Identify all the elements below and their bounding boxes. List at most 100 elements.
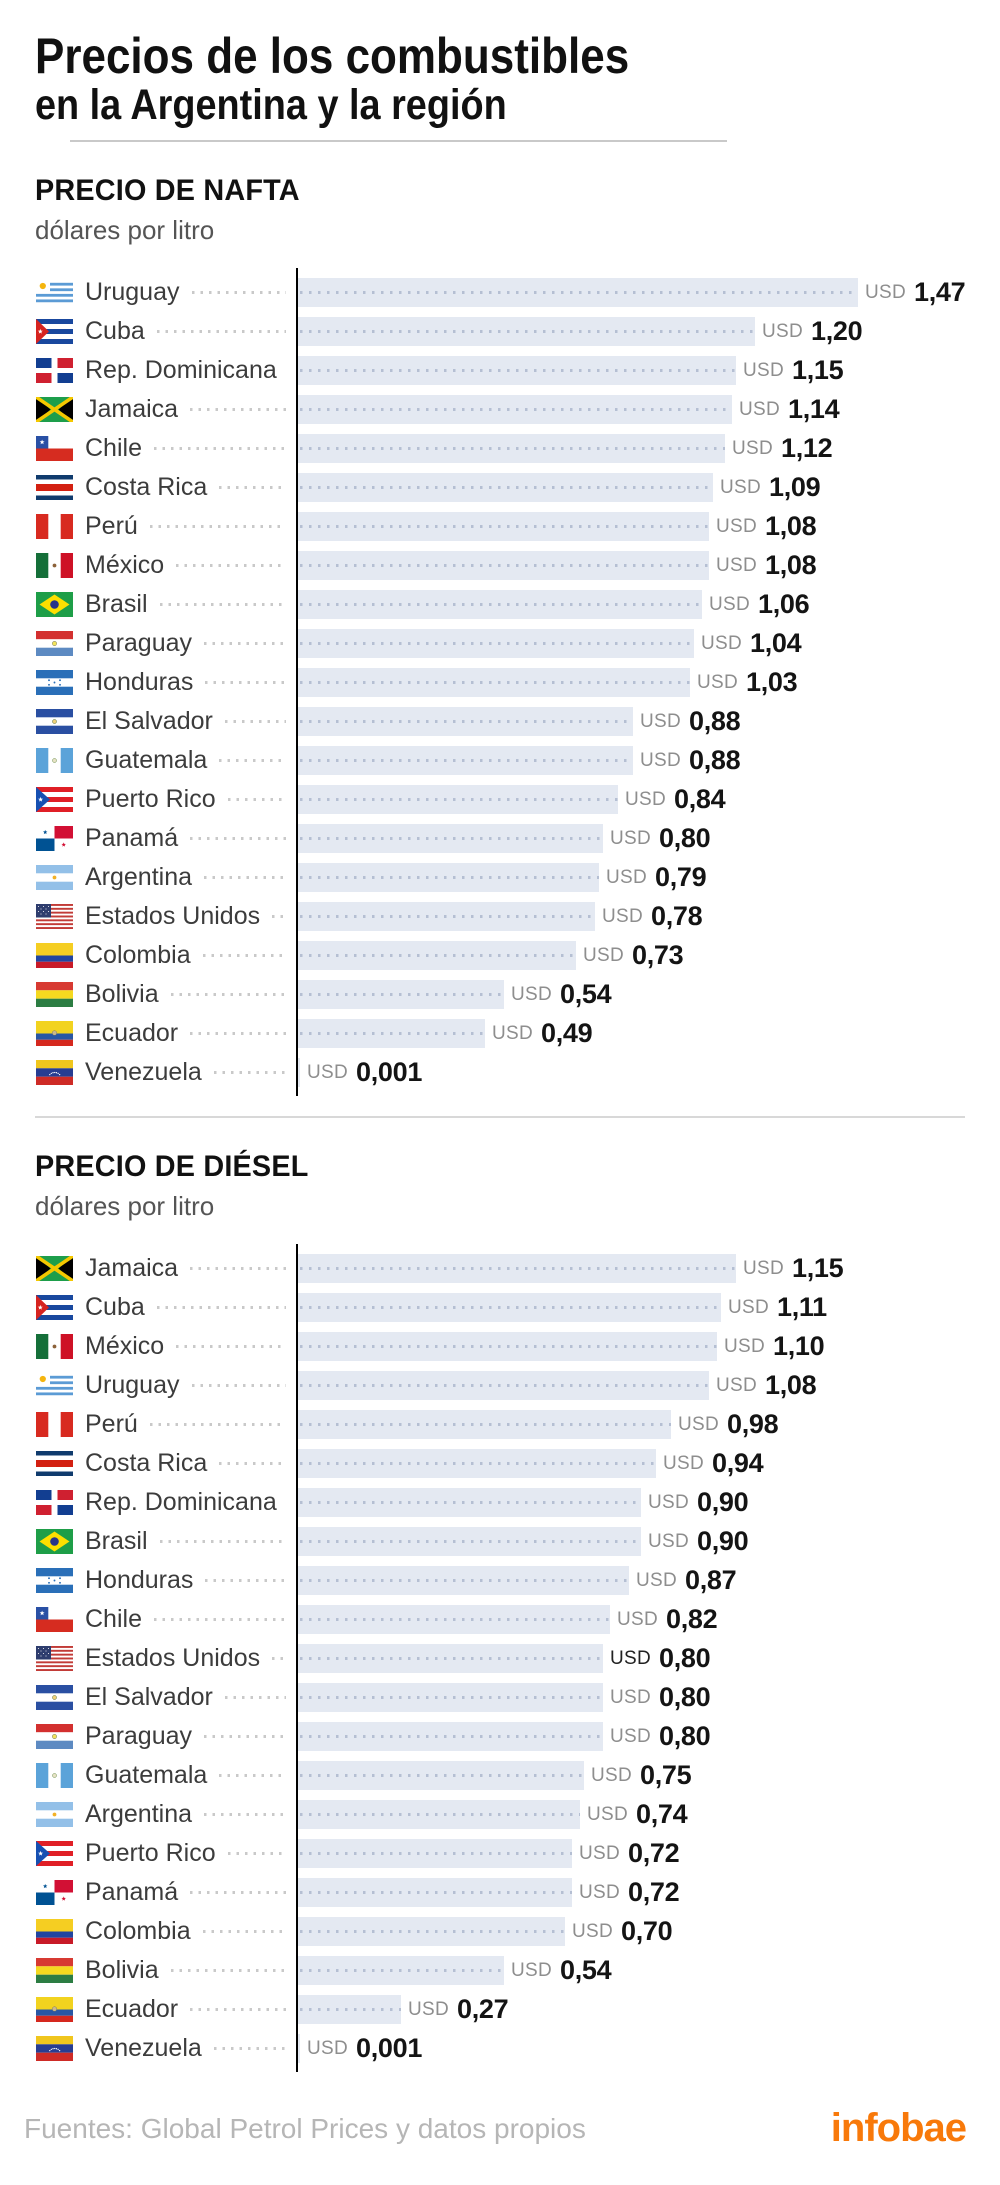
value-label: 1,12 xyxy=(781,433,833,463)
bar-row: Perú USD 1,08 xyxy=(0,507,1000,546)
flag-panama-icon xyxy=(36,1880,73,1905)
flag-dominicana-icon xyxy=(36,358,73,383)
nafta-bars: Uruguay USD 1,47 Cuba USD 1,20 Rep. Dominicana… xyxy=(0,268,1000,1096)
leader-dots xyxy=(219,1451,286,1476)
diesel-axis-line xyxy=(296,1244,298,2072)
value-label: 0,84 xyxy=(674,784,726,814)
flag-guatemala-icon xyxy=(36,748,73,773)
bar-row: Chile USD 0,82 xyxy=(0,1600,1000,1639)
country-label: Uruguay xyxy=(85,1371,180,1399)
flag-honduras-icon xyxy=(36,1568,73,1593)
bar-row: Venezuela USD 0,001 xyxy=(0,1053,1000,1092)
bar-row: Honduras USD 1,03 xyxy=(0,663,1000,702)
currency-label: USD xyxy=(610,1647,652,1669)
currency-label: USD xyxy=(625,788,667,810)
country-label: Venezuela xyxy=(85,2034,202,2062)
value-bar xyxy=(298,1019,485,1048)
currency-label: USD xyxy=(307,2037,349,2059)
leader-dots xyxy=(202,1919,286,1944)
flag-brasil-icon xyxy=(36,592,73,617)
value-label: 0,72 xyxy=(628,1877,680,1907)
bar-row: México USD 1,08 xyxy=(0,546,1000,585)
nafta-chart-subtitle: dólares por litro xyxy=(35,215,215,245)
bar-row: Estados Unidos USD 0,80 xyxy=(0,1639,1000,1678)
value-bar xyxy=(298,1605,610,1634)
header: Precios de los combustibles en la Argenti… xyxy=(0,0,1000,142)
country-label: Estados Unidos xyxy=(85,902,261,930)
country-label: Perú xyxy=(85,1410,138,1438)
flag-mexico-icon xyxy=(36,1334,73,1359)
value-bar xyxy=(298,629,694,658)
bar-row: Costa Rica USD 0,94 xyxy=(0,1444,1000,1483)
bar-row: Jamaica USD 1,15 xyxy=(0,1249,1000,1288)
country-label: Paraguay xyxy=(85,629,193,657)
country-label: El Salvador xyxy=(85,1683,213,1711)
value-label: 1,08 xyxy=(765,511,817,541)
value-label: 0,78 xyxy=(651,901,703,931)
value-label: 0,98 xyxy=(727,1409,779,1439)
value-bar xyxy=(298,824,603,853)
leader-dots xyxy=(213,1060,286,1085)
value-label: 1,06 xyxy=(758,589,810,619)
value-bar xyxy=(298,473,713,502)
country-label: México xyxy=(85,551,165,579)
value-bar xyxy=(298,1878,572,1907)
value-label: 0,001 xyxy=(356,1057,423,1087)
country-label: Chile xyxy=(85,434,142,462)
leader-dots xyxy=(204,1724,286,1749)
country-label: Ecuador xyxy=(85,1995,179,2023)
bar-row: Brasil USD 1,06 xyxy=(0,585,1000,624)
country-label: Costa Rica xyxy=(85,1449,208,1477)
flag-puertorico-icon xyxy=(36,1841,73,1866)
value-label: 0,94 xyxy=(712,1448,764,1478)
flag-argentina-icon xyxy=(36,865,73,890)
flag-mexico-icon xyxy=(36,553,73,578)
value-bar xyxy=(298,980,504,1009)
leader-dots xyxy=(227,1841,286,1866)
leader-dots xyxy=(149,514,286,539)
currency-label: USD xyxy=(663,1452,705,1474)
bar-row: Panamá USD 0,72 xyxy=(0,1873,1000,1912)
leader-dots xyxy=(190,1997,286,2022)
currency-label: USD xyxy=(720,476,762,498)
leader-dots xyxy=(219,1763,286,1788)
value-label: 0,54 xyxy=(560,979,612,1009)
currency-label: USD xyxy=(701,632,743,654)
infobae-logo: infobae xyxy=(830,2106,967,2150)
country-label: Puerto Rico xyxy=(85,1839,216,1867)
country-label: México xyxy=(85,1332,165,1360)
value-label: 0,88 xyxy=(689,745,741,775)
bar-row: Estados Unidos USD 0,78 xyxy=(0,897,1000,936)
bar-row: Puerto Rico USD 0,72 xyxy=(0,1834,1000,1873)
currency-label: USD xyxy=(865,281,907,303)
value-label: 0,80 xyxy=(659,1682,711,1712)
bar-row: Brasil USD 0,90 xyxy=(0,1522,1000,1561)
flag-chile-icon xyxy=(36,436,73,461)
value-bar xyxy=(298,941,576,970)
leader-dots xyxy=(272,904,286,929)
bar-row: Venezuela USD 0,001 xyxy=(0,2029,1000,2068)
value-bar xyxy=(298,2034,300,2063)
value-label: 1,15 xyxy=(792,355,844,385)
bar-row: Cuba USD 1,11 xyxy=(0,1288,1000,1327)
currency-label: USD xyxy=(678,1413,720,1435)
flag-jamaica-icon xyxy=(36,397,73,422)
value-bar xyxy=(298,1058,300,1087)
flag-peru-icon xyxy=(36,514,73,539)
value-bar xyxy=(298,1566,629,1595)
country-label: Brasil xyxy=(85,1527,148,1555)
value-bar xyxy=(298,668,690,697)
bar-row: Paraguay USD 1,04 xyxy=(0,624,1000,663)
value-bar xyxy=(298,1683,603,1712)
leader-dots xyxy=(176,553,286,578)
flag-costarica-icon xyxy=(36,475,73,500)
currency-label: USD xyxy=(697,671,739,693)
currency-label: USD xyxy=(610,1686,652,1708)
bar-row: Paraguay USD 0,80 xyxy=(0,1717,1000,1756)
currency-label: USD xyxy=(716,554,758,576)
value-label: 1,04 xyxy=(750,628,802,658)
page-title-line2: en la Argentina y la región xyxy=(35,81,507,129)
bar-row: Honduras USD 0,87 xyxy=(0,1561,1000,1600)
country-label: Argentina xyxy=(85,1800,193,1828)
leader-dots xyxy=(204,1802,286,1827)
